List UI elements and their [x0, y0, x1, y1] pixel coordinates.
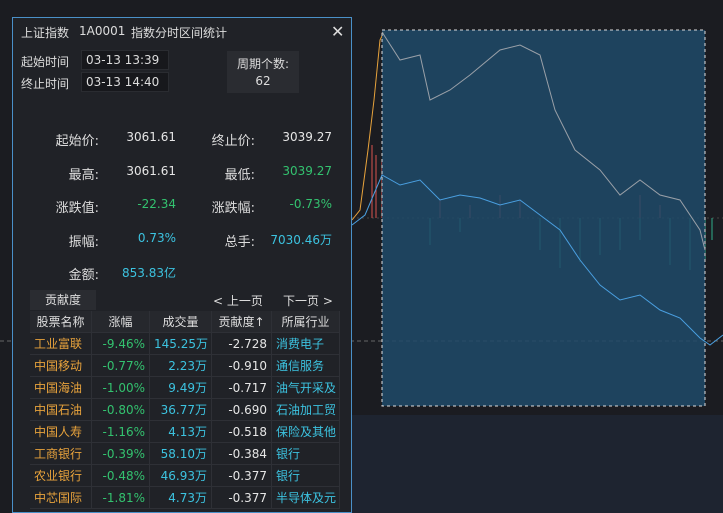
table-header: 股票名称 — [30, 311, 92, 333]
table-cell: -1.00% — [92, 377, 150, 399]
prev-page[interactable]: < 上一页 — [213, 294, 263, 308]
table-cell: 通信服务 — [272, 355, 340, 377]
table-cell: 36.77万 — [150, 399, 212, 421]
table-cell: 工业富联 — [30, 333, 92, 355]
stat-value: 3061.61 — [126, 130, 176, 144]
start-time[interactable]: 03-13 13:39 — [81, 50, 169, 70]
stat-label: 最低: — [224, 167, 255, 183]
stat-value: 7030.46万 — [270, 232, 332, 247]
volume-panel — [352, 415, 723, 513]
period-count: 62 — [255, 74, 271, 88]
index-line — [381, 31, 706, 251]
table-cell: 银行 — [272, 465, 340, 487]
stats-dialog: 上证指数 1A0001 指数分时区间统计 ✕ 起始时间 03-13 13:39 … — [12, 17, 352, 513]
table-cell: -0.910 — [212, 355, 272, 377]
table-cell: -0.690 — [212, 399, 272, 421]
stat-label: 涨跌值: — [55, 201, 99, 216]
table-cell: 中国移动 — [30, 355, 92, 377]
table-header: 所属行业 — [272, 311, 340, 333]
table-cell: 46.93万 — [150, 465, 212, 487]
end-label: 终止时间 — [21, 77, 70, 91]
table-cell: 2.23万 — [150, 355, 212, 377]
stat-label: 最高: — [68, 167, 99, 183]
period-label: 周期个数: — [236, 57, 290, 71]
table-cell: -2.728 — [212, 333, 272, 355]
table-cell: -9.46% — [92, 333, 150, 355]
table-cell: -1.16% — [92, 421, 150, 443]
table-cell: 工商银行 — [30, 443, 92, 465]
stat-value: 3039.27 — [282, 163, 332, 178]
price-line — [351, 31, 385, 221]
table-cell: 保险及其他 — [272, 421, 340, 443]
table-cell: -0.80% — [92, 399, 150, 421]
close-button[interactable]: ✕ — [331, 22, 345, 41]
table-header: 涨幅 — [92, 311, 150, 333]
table-cell: -0.377 — [212, 465, 272, 487]
table-cell: 半导体及元 — [272, 487, 340, 509]
next-page[interactable]: 下一页 > — [283, 294, 333, 308]
table-cell: 农业银行 — [30, 465, 92, 487]
stat-value: -22.34 — [137, 197, 176, 211]
table-cell: 中芯国际 — [30, 487, 92, 509]
table-cell: -0.384 — [212, 443, 272, 465]
table-cell: 油气开采及 — [272, 377, 340, 399]
stat-label: 终止价: — [211, 134, 255, 149]
stat-label: 起始价: — [55, 134, 99, 149]
stat-label: 总手: — [224, 234, 255, 250]
stat-label: 涨跌幅: — [211, 201, 255, 216]
table-cell: -0.717 — [212, 377, 272, 399]
period-box: 周期个数: 62 — [227, 51, 299, 93]
table-cell: 中国海油 — [30, 377, 92, 399]
table-cell: -0.377 — [212, 487, 272, 509]
stat-value: 0.73% — [137, 230, 176, 245]
table-cell: 中国人寿 — [30, 421, 92, 443]
table-cell: 58.10万 — [150, 443, 212, 465]
table-cell: 4.73万 — [150, 487, 212, 509]
table-cell: 消费电子 — [272, 333, 340, 355]
stat-value: 3061.61 — [126, 163, 176, 178]
start-label: 起始时间 — [21, 55, 70, 69]
table-cell: 中国石油 — [30, 399, 92, 421]
table-header: 贡献度↑ — [212, 311, 272, 333]
table-cell: -0.39% — [92, 443, 150, 465]
end-time[interactable]: 03-13 14:40 — [81, 72, 169, 92]
table-cell: 145.25万 — [150, 333, 212, 355]
dialog-title-name: 指数分时区间统计 — [131, 26, 228, 40]
table-cell: -1.81% — [92, 487, 150, 509]
table-cell: 4.13万 — [150, 421, 212, 443]
table-cell: -0.77% — [92, 355, 150, 377]
stat-label: 金额: — [68, 268, 99, 283]
tab[interactable]: 贡献度 — [30, 290, 96, 310]
table-cell: 银行 — [272, 443, 340, 465]
table-cell: 石油加工贸 — [272, 399, 340, 421]
dialog-title-code: 1A0001 — [79, 24, 126, 38]
stat-value: 3039.27 — [282, 130, 332, 144]
avg-line — [351, 174, 723, 346]
table-cell: 9.49万 — [150, 377, 212, 399]
table-cell: -0.518 — [212, 421, 272, 443]
table-header: 成交量 — [150, 311, 212, 333]
stat-value: -0.73% — [289, 197, 332, 211]
stat-label: 振幅: — [68, 234, 99, 250]
stat-value: 853.83亿 — [122, 266, 176, 280]
dialog-title-index: 上证指数 — [21, 26, 70, 40]
table-cell: -0.48% — [92, 465, 150, 487]
